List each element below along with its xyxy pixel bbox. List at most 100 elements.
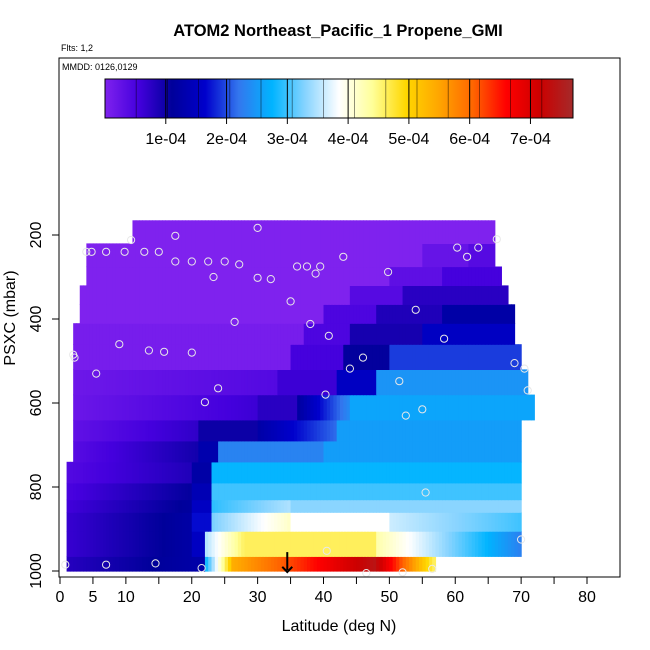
heat-cell xyxy=(181,499,186,513)
heat-cell xyxy=(178,243,183,268)
heat-cell xyxy=(395,482,400,501)
heat-cell xyxy=(330,285,334,305)
heat-cell xyxy=(274,344,278,370)
heat-cell xyxy=(392,482,397,501)
heat-cell xyxy=(412,461,417,484)
heat-cell xyxy=(442,220,446,244)
heat-cell xyxy=(158,344,163,370)
heat-cell xyxy=(382,531,387,557)
heat-cell xyxy=(267,440,272,463)
heat-cell xyxy=(115,512,120,532)
heat-cell xyxy=(297,531,302,557)
heat-cell xyxy=(445,419,450,442)
heat-cell xyxy=(491,512,496,532)
heat-cell xyxy=(402,531,407,557)
heat-cell xyxy=(237,266,242,286)
heat-cell xyxy=(148,220,153,244)
heat-cell xyxy=(475,482,479,501)
heat-cell xyxy=(264,394,269,421)
heat-cell xyxy=(204,499,209,513)
heat-cell xyxy=(303,304,308,324)
heat-cell xyxy=(142,419,147,442)
heat-cell xyxy=(504,344,509,370)
heat-cell xyxy=(142,512,147,532)
heat-cell xyxy=(283,344,288,370)
heat-cell xyxy=(106,369,110,396)
heat-cell xyxy=(283,266,288,286)
heat-cell xyxy=(422,344,427,370)
heat-cell xyxy=(333,482,338,501)
heat-cell xyxy=(247,369,252,396)
heat-cell xyxy=(376,220,381,244)
heat-cell xyxy=(178,482,183,501)
heat-cell xyxy=(363,304,367,324)
heat-cell xyxy=(99,512,104,532)
heat-cell xyxy=(99,304,104,324)
heat-cell xyxy=(148,369,153,396)
heat-cell xyxy=(181,556,186,572)
heat-cell xyxy=(346,556,351,572)
heat-cell xyxy=(125,266,130,286)
heat-cell xyxy=(501,440,506,463)
heat-cell xyxy=(155,461,160,484)
heat-cell xyxy=(382,440,387,463)
heat-cell xyxy=(451,323,456,345)
heat-cell xyxy=(399,266,404,286)
heat-cell xyxy=(158,512,163,532)
heat-cell xyxy=(254,482,259,501)
heat-cell xyxy=(175,531,180,557)
heat-cell xyxy=(162,419,166,442)
sample-point xyxy=(523,386,532,395)
heat-cell xyxy=(125,512,130,532)
heat-cell xyxy=(290,243,295,268)
heat-cell xyxy=(208,556,213,572)
heat-cell xyxy=(185,266,190,286)
heat-cell xyxy=(83,531,87,557)
heat-cell xyxy=(92,482,97,501)
heat-cell xyxy=(369,266,374,286)
sample-point xyxy=(440,334,449,343)
heat-cell xyxy=(435,266,440,286)
heat-cell xyxy=(244,285,249,305)
heat-cell xyxy=(290,285,295,305)
heat-cell xyxy=(445,440,450,463)
heat-cell xyxy=(330,482,334,501)
heat-cell xyxy=(86,285,91,305)
heat-cell xyxy=(310,304,315,324)
heat-cell xyxy=(382,556,387,572)
heat-cell xyxy=(475,499,479,513)
heat-cell xyxy=(96,344,101,370)
heat-cell xyxy=(438,419,443,442)
heat-cell xyxy=(326,512,331,532)
heat-cell xyxy=(293,499,298,513)
heat-cell xyxy=(524,394,529,421)
heat-cell xyxy=(241,461,246,484)
heat-cell xyxy=(260,499,265,513)
heat-cell xyxy=(73,461,78,484)
heat-cell xyxy=(214,556,219,572)
heat-cell xyxy=(188,531,193,557)
heat-cell xyxy=(475,220,479,244)
heat-cell xyxy=(409,499,414,513)
heat-cell xyxy=(435,499,440,513)
heat-cell xyxy=(274,419,278,442)
heat-cell xyxy=(227,323,232,345)
heat-cell xyxy=(405,369,410,396)
heat-cell xyxy=(389,440,394,463)
heat-cell xyxy=(237,285,242,305)
sample-point xyxy=(428,564,437,574)
heat-cell xyxy=(438,440,443,463)
heat-cell xyxy=(501,369,506,396)
heat-cell xyxy=(395,285,400,305)
heat-cell xyxy=(382,243,387,268)
heat-cell xyxy=(283,394,288,421)
heat-cell xyxy=(241,440,246,463)
heat-cell xyxy=(451,531,456,557)
heat-cell xyxy=(89,531,94,557)
heat-cell xyxy=(145,369,150,396)
heat-cell xyxy=(201,344,206,370)
heat-cell xyxy=(227,531,232,557)
heat-cell xyxy=(139,220,143,244)
heat-cell xyxy=(135,285,140,305)
heat-cell xyxy=(445,344,450,370)
